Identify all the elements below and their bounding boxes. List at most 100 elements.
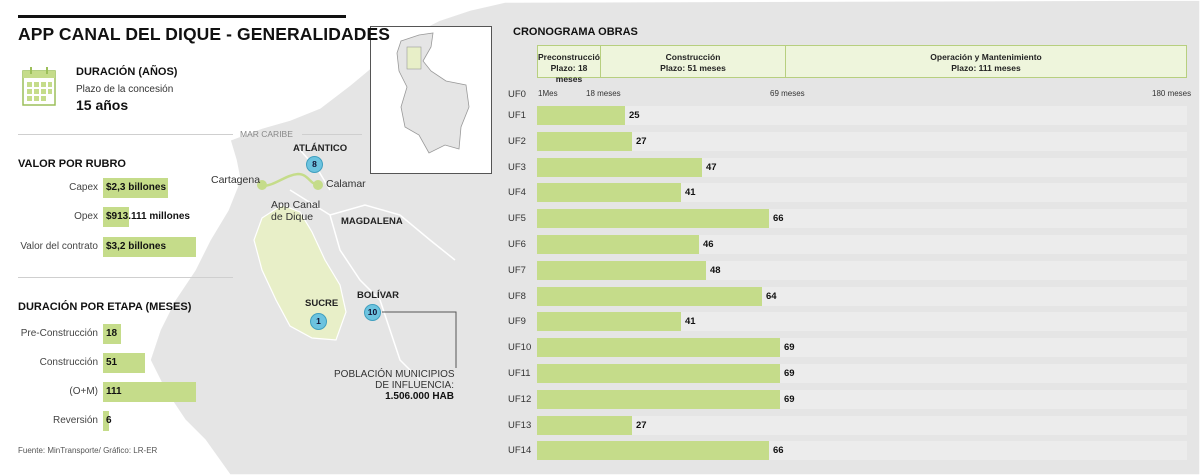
valor-label: Opex bbox=[74, 211, 98, 222]
duration-value: 15 años bbox=[76, 97, 129, 113]
etapa-label: Pre-Construcción bbox=[20, 328, 98, 339]
uf-label: UF3 bbox=[508, 162, 526, 173]
uf-label: UF14 bbox=[508, 445, 532, 456]
uf-value: 25 bbox=[629, 110, 640, 121]
inset-map bbox=[370, 26, 492, 174]
uf-track bbox=[537, 338, 1187, 357]
uf-bar bbox=[537, 158, 702, 177]
cartagena-dot bbox=[257, 180, 267, 190]
inset-map-shape bbox=[396, 32, 470, 154]
title-rule bbox=[18, 15, 346, 18]
uf-track bbox=[537, 261, 1187, 280]
uf-bar bbox=[537, 416, 632, 435]
uf-label: UF1 bbox=[508, 110, 526, 121]
sucre-label: SUCRE bbox=[305, 298, 339, 309]
valor-bar bbox=[103, 237, 196, 257]
phase-preconstruccion: Preconstrucción Plazo: 18 meses bbox=[537, 45, 606, 84]
etapa-bar bbox=[103, 382, 196, 402]
inset-highlight bbox=[406, 46, 422, 70]
page-title: APP CANAL DEL DIQUE - GENERALIDADES bbox=[18, 24, 391, 44]
valor-heading: VALOR POR RUBRO bbox=[18, 158, 126, 170]
duration-heading: DURACIÓN (AÑOS) bbox=[76, 66, 178, 78]
cartagena-label: Cartagena bbox=[211, 174, 261, 186]
etapa-heading: DURACIÓN POR ETAPA (MESES) bbox=[18, 301, 192, 313]
etapa-bar bbox=[103, 411, 109, 431]
valor-bar bbox=[103, 178, 168, 198]
uf-value: 27 bbox=[636, 420, 647, 431]
tick-label: 18 meses bbox=[586, 89, 621, 98]
uf-bar bbox=[537, 338, 780, 357]
etapa-value: 111 bbox=[106, 386, 122, 397]
uf-track bbox=[537, 416, 1187, 435]
uf-value: 47 bbox=[706, 162, 717, 173]
calendar-icon bbox=[22, 67, 56, 106]
highlight-region bbox=[253, 204, 347, 341]
etapa-value: 51 bbox=[106, 357, 118, 368]
uf-label: UF13 bbox=[508, 420, 532, 431]
bolivar-count-badge: 10 bbox=[364, 304, 381, 321]
etapa-value: 6 bbox=[106, 415, 112, 426]
tick-label: 69 meses bbox=[770, 89, 805, 98]
valor-value: $913.111 millones bbox=[106, 211, 190, 222]
uf-value: 69 bbox=[784, 342, 795, 353]
cronograma-heading: CRONOGRAMA OBRAS bbox=[513, 26, 638, 38]
uf-bar bbox=[537, 390, 780, 409]
phase-name: Preconstrucción bbox=[538, 52, 606, 62]
uf-value: 66 bbox=[773, 445, 784, 456]
uf-bar bbox=[537, 364, 780, 383]
tick-label: 180 meses bbox=[1152, 89, 1192, 98]
canal-label-1: App Canal bbox=[271, 199, 321, 211]
phase-plazo: Plazo: 51 meses bbox=[660, 63, 726, 73]
phase-construccion: Construcción Plazo: 51 meses bbox=[600, 45, 786, 78]
canal-line bbox=[261, 172, 319, 188]
uf-value: 46 bbox=[703, 239, 714, 250]
uf-label: UF6 bbox=[508, 239, 526, 250]
phase-plazo: Plazo: 111 meses bbox=[951, 63, 1021, 73]
valor-value: $3,2 billones bbox=[106, 241, 167, 252]
canal-label-2: de Dique bbox=[271, 211, 314, 223]
uf-bar bbox=[537, 235, 699, 254]
uf-bar bbox=[537, 312, 681, 331]
uf-value: 64 bbox=[766, 291, 777, 302]
uf-value: 69 bbox=[784, 394, 795, 405]
uf-track bbox=[537, 209, 1187, 228]
border-line bbox=[329, 204, 456, 261]
calamar-dot bbox=[313, 180, 323, 190]
valor-value: $2,3 billones bbox=[106, 182, 167, 193]
uf-track bbox=[537, 312, 1187, 331]
valor-bar bbox=[103, 207, 129, 227]
uf-label: UF8 bbox=[508, 291, 526, 302]
source-note: Fuente: MinTransporte/ Gráfico: LR-ER bbox=[18, 446, 158, 455]
uf-value: 48 bbox=[710, 265, 721, 276]
divider bbox=[302, 134, 362, 135]
uf-value: 41 bbox=[685, 316, 696, 327]
uf-value: 69 bbox=[784, 368, 795, 379]
sea-label: MAR CARIBE bbox=[240, 129, 293, 139]
callout-line bbox=[382, 311, 457, 368]
uf-bar bbox=[537, 183, 681, 202]
etapa-bar bbox=[103, 324, 121, 344]
uf-bar bbox=[537, 287, 762, 306]
uf-track bbox=[537, 364, 1187, 383]
uf-label: UF11 bbox=[508, 368, 531, 379]
population-label-1: POBLACIÓN MUNICIPIOS bbox=[334, 369, 455, 380]
divider bbox=[18, 134, 233, 135]
uf-bar bbox=[537, 441, 769, 460]
axis-origin-label: UF0 bbox=[508, 89, 526, 100]
etapa-value: 18 bbox=[106, 328, 118, 339]
uf-bar bbox=[537, 132, 632, 151]
uf-track bbox=[537, 106, 1187, 125]
sucre-count-badge: 1 bbox=[310, 313, 327, 330]
uf-label: UF2 bbox=[508, 136, 526, 147]
uf-track bbox=[537, 235, 1187, 254]
phase-name: Construcción bbox=[665, 52, 721, 62]
uf-track bbox=[537, 390, 1187, 409]
valor-label: Capex bbox=[69, 182, 98, 193]
uf-label: UF4 bbox=[508, 187, 526, 198]
atlantico-label: ATLÁNTICO bbox=[293, 143, 348, 154]
uf-label: UF7 bbox=[508, 265, 526, 276]
uf-track bbox=[537, 183, 1187, 202]
phase-name: Operación y Mantenimiento bbox=[930, 52, 1042, 62]
bolivar-label: BOLÍVAR bbox=[357, 290, 400, 301]
atlantico-count-badge: 8 bbox=[306, 156, 323, 173]
